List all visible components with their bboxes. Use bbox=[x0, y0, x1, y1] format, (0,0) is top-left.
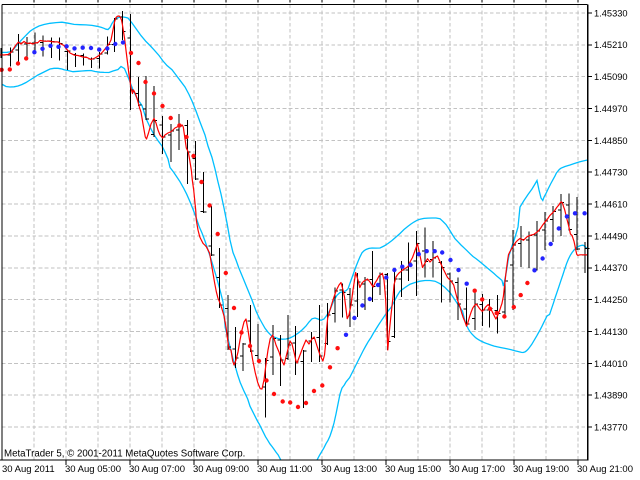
svg-text:30 Aug 07:00: 30 Aug 07:00 bbox=[129, 464, 185, 475]
svg-text:1.44850: 1.44850 bbox=[594, 136, 628, 146]
svg-text:1.44730: 1.44730 bbox=[594, 168, 628, 178]
svg-text:30 Aug 11:00: 30 Aug 11:00 bbox=[257, 464, 312, 475]
svg-text:30 Aug 2011: 30 Aug 2011 bbox=[2, 464, 55, 475]
svg-text:30 Aug 13:00: 30 Aug 13:00 bbox=[321, 464, 377, 475]
svg-text:1.45210: 1.45210 bbox=[594, 40, 628, 50]
svg-text:1.45330: 1.45330 bbox=[594, 8, 628, 18]
svg-text:30 Aug 21:00: 30 Aug 21:00 bbox=[577, 464, 633, 475]
svg-text:30 Aug 19:00: 30 Aug 19:00 bbox=[513, 464, 569, 475]
svg-text:1.45090: 1.45090 bbox=[594, 72, 628, 82]
svg-text:1.43890: 1.43890 bbox=[594, 391, 628, 401]
svg-text:30 Aug 09:00: 30 Aug 09:00 bbox=[193, 464, 249, 475]
svg-text:1.44250: 1.44250 bbox=[594, 295, 628, 305]
svg-text:30 Aug 15:00: 30 Aug 15:00 bbox=[385, 464, 441, 475]
svg-text:1.44490: 1.44490 bbox=[594, 231, 628, 241]
svg-text:MetaTrader 5, © 2001-2011 Meta: MetaTrader 5, © 2001-2011 MetaQuotes Sof… bbox=[4, 449, 245, 460]
svg-text:30 Aug 17:00: 30 Aug 17:00 bbox=[449, 464, 505, 475]
svg-text:30 Aug 05:00: 30 Aug 05:00 bbox=[65, 464, 121, 475]
svg-text:1.44010: 1.44010 bbox=[594, 359, 628, 369]
svg-text:1.44130: 1.44130 bbox=[594, 327, 628, 337]
svg-text:1.43770: 1.43770 bbox=[594, 422, 628, 432]
svg-text:1.44610: 1.44610 bbox=[594, 200, 628, 210]
svg-text:1.44370: 1.44370 bbox=[594, 263, 628, 273]
svg-text:1.44970: 1.44970 bbox=[594, 104, 628, 114]
